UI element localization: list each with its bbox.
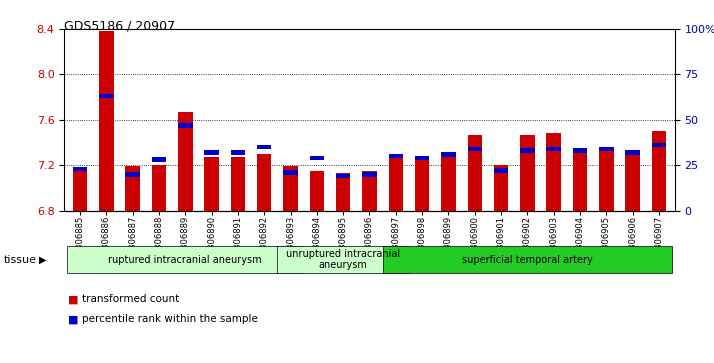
Bar xyxy=(415,156,429,160)
Text: tissue: tissue xyxy=(4,254,36,265)
Bar xyxy=(599,149,613,211)
Bar xyxy=(388,154,403,158)
Text: ruptured intracranial aneurysm: ruptured intracranial aneurysm xyxy=(109,254,262,265)
Bar xyxy=(126,166,140,211)
Bar xyxy=(415,158,429,211)
FancyBboxPatch shape xyxy=(67,246,303,273)
Bar xyxy=(520,135,535,211)
Text: ■: ■ xyxy=(68,294,79,305)
Bar xyxy=(204,157,219,211)
Bar xyxy=(99,94,114,98)
Bar xyxy=(336,174,351,178)
Bar xyxy=(152,165,166,211)
Bar xyxy=(257,154,271,211)
Bar xyxy=(283,166,298,211)
Bar xyxy=(652,143,666,147)
Bar xyxy=(468,135,482,211)
Bar xyxy=(441,152,456,156)
Bar xyxy=(546,133,561,211)
Bar xyxy=(178,112,193,211)
Bar xyxy=(336,173,351,211)
Bar xyxy=(126,172,140,176)
Bar xyxy=(73,167,87,211)
Text: transformed count: transformed count xyxy=(82,294,179,305)
Text: percentile rank within the sample: percentile rank within the sample xyxy=(82,314,258,325)
Bar xyxy=(599,147,613,151)
Text: GDS5186 / 20907: GDS5186 / 20907 xyxy=(64,20,176,33)
Bar xyxy=(99,31,114,211)
Bar xyxy=(625,151,640,211)
Text: superficial temporal artery: superficial temporal artery xyxy=(462,254,593,265)
Bar xyxy=(231,150,245,155)
FancyBboxPatch shape xyxy=(383,246,672,273)
Bar xyxy=(257,145,271,149)
Bar xyxy=(494,165,508,211)
Bar xyxy=(573,150,587,211)
Bar xyxy=(362,171,377,211)
Bar xyxy=(73,167,87,171)
Text: unruptured intracranial
aneurysm: unruptured intracranial aneurysm xyxy=(286,249,401,270)
Bar xyxy=(388,157,403,211)
Bar xyxy=(204,150,219,155)
Text: ▶: ▶ xyxy=(39,254,47,265)
Bar xyxy=(625,150,640,155)
Bar xyxy=(310,156,324,160)
Bar xyxy=(652,131,666,211)
Bar xyxy=(573,148,587,153)
Bar xyxy=(441,156,456,211)
Bar xyxy=(520,148,535,153)
Bar xyxy=(310,171,324,211)
FancyBboxPatch shape xyxy=(278,246,409,273)
Bar xyxy=(546,147,561,151)
Bar xyxy=(283,170,298,175)
Text: ■: ■ xyxy=(68,314,79,325)
Bar xyxy=(231,157,245,211)
Bar xyxy=(468,147,482,151)
Bar xyxy=(494,168,508,173)
Bar xyxy=(178,123,193,127)
Bar xyxy=(152,158,166,162)
Bar xyxy=(362,172,377,176)
